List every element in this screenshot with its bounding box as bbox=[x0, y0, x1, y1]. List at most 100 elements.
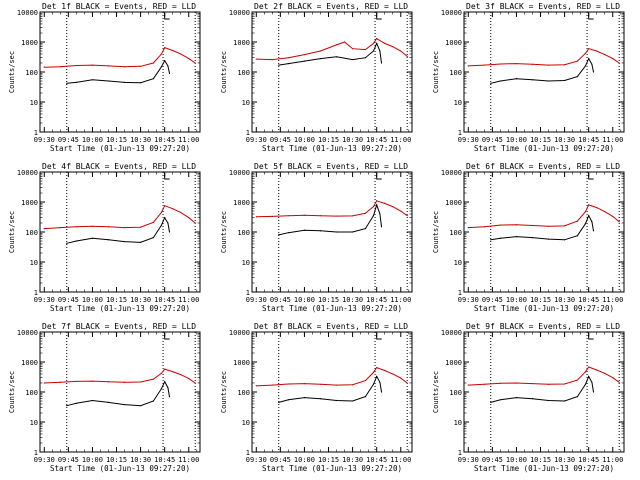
data-point-lld bbox=[384, 42, 386, 44]
y-tick-label: 10000 bbox=[441, 329, 462, 337]
data-point-events bbox=[66, 242, 68, 244]
data-point-events bbox=[372, 215, 375, 217]
data-point-lld bbox=[107, 65, 110, 67]
data-point-lld bbox=[319, 215, 322, 217]
chart-panel-3: Det 3f BLACK = Events, RED = LLD 1 10 100 10… bbox=[432, 2, 625, 153]
plot-frame bbox=[251, 331, 413, 453]
data-point-lld bbox=[303, 214, 306, 216]
data-point-lld bbox=[584, 52, 587, 54]
data-point-events bbox=[380, 62, 383, 64]
data-point-lld bbox=[152, 221, 155, 223]
data-point-lld bbox=[180, 53, 182, 55]
y-tick-label: 1 bbox=[246, 289, 250, 297]
data-point-events bbox=[588, 375, 590, 378]
y-tick-label: 100 bbox=[25, 229, 38, 237]
data-point-lld bbox=[564, 225, 566, 227]
chart-title: Det 4f BLACK = Events, RED = LLD bbox=[42, 162, 196, 171]
x-tick-label: 10:45 bbox=[578, 296, 599, 304]
chart-title: Det 7f BLACK = Events, RED = LLD bbox=[42, 322, 196, 331]
data-point-lld bbox=[400, 210, 402, 212]
data-point-lld bbox=[172, 49, 174, 52]
data-point-lld bbox=[588, 366, 590, 368]
data-point-events bbox=[164, 217, 166, 219]
data-point-lld bbox=[467, 384, 469, 386]
data-point-events bbox=[91, 79, 94, 81]
data-point-lld bbox=[319, 50, 322, 52]
data-point-lld bbox=[499, 224, 501, 226]
y-tick-label: 10 bbox=[454, 419, 462, 427]
data-point-lld bbox=[584, 371, 587, 373]
x-tick-label: 09:30 bbox=[458, 136, 479, 144]
y-axis-label: Counts/sec bbox=[8, 371, 16, 413]
data-point-lld bbox=[343, 41, 346, 43]
data-point-events bbox=[588, 57, 590, 60]
data-point-events bbox=[75, 402, 77, 404]
data-point-lld bbox=[547, 225, 550, 227]
data-point-events bbox=[584, 383, 587, 385]
y-tick-label: 10 bbox=[454, 259, 462, 267]
y-tick-label: 100 bbox=[449, 69, 462, 77]
chart-panel-9: Det 9f BLACK = Events, RED = LLD 1 10 100 10… bbox=[432, 322, 625, 473]
plot-frame bbox=[463, 331, 625, 453]
attenuator-marker bbox=[376, 333, 382, 340]
data-point-events bbox=[352, 400, 354, 402]
y-tick-label: 100 bbox=[237, 229, 250, 237]
chart-title: Det 8f BLACK = Events, RED = LLD bbox=[254, 322, 408, 331]
data-point-lld bbox=[376, 200, 378, 202]
x-tick-label: 10:15 bbox=[106, 136, 127, 144]
x-tick-label: 10:15 bbox=[318, 456, 339, 464]
data-point-lld bbox=[547, 64, 550, 66]
x-axis-label: Start Time (01-Jun-13 09:27:20) bbox=[262, 144, 402, 153]
data-point-events bbox=[499, 399, 501, 401]
chart-title: Det 9f BLACK = Events, RED = LLD bbox=[466, 322, 620, 331]
data-point-lld bbox=[91, 380, 94, 382]
x-tick-label: 09:45 bbox=[270, 456, 291, 464]
x-axis-label: Start Time (01-Jun-13 09:27:20) bbox=[50, 144, 190, 153]
data-point-events bbox=[335, 56, 338, 58]
x-tick-label: 09:30 bbox=[246, 296, 267, 304]
data-point-events bbox=[564, 239, 566, 241]
data-point-events bbox=[379, 50, 381, 52]
plot-frame bbox=[39, 171, 201, 293]
x-tick-label: 09:30 bbox=[246, 456, 267, 464]
x-tick-label: 10:00 bbox=[506, 456, 527, 464]
data-point-lld bbox=[576, 60, 579, 62]
data-point-lld bbox=[75, 380, 77, 383]
data-point-lld bbox=[376, 367, 378, 369]
data-point-lld bbox=[91, 64, 94, 66]
x-tick-label: 10:45 bbox=[578, 456, 599, 464]
data-point-events bbox=[335, 231, 338, 233]
y-tick-label: 1000 bbox=[233, 199, 250, 207]
data-point-lld bbox=[588, 204, 590, 206]
data-point-events bbox=[287, 63, 289, 65]
x-tick-label: 10:30 bbox=[554, 296, 575, 304]
data-point-events bbox=[547, 238, 550, 240]
data-point-lld bbox=[612, 377, 614, 379]
data-point-events bbox=[107, 80, 110, 82]
data-point-events bbox=[499, 237, 501, 239]
data-point-lld bbox=[564, 383, 566, 385]
data-point-lld bbox=[612, 215, 614, 218]
data-point-lld bbox=[584, 210, 587, 213]
x-tick-label: 10:00 bbox=[506, 296, 527, 304]
data-point-lld bbox=[364, 379, 367, 382]
data-point-events bbox=[66, 82, 68, 84]
data-point-lld bbox=[59, 227, 61, 229]
x-tick-label: 10:45 bbox=[366, 296, 387, 304]
data-point-lld bbox=[515, 224, 518, 226]
data-point-lld bbox=[483, 226, 485, 228]
data-point-events bbox=[160, 224, 163, 226]
x-tick-label: 11:00 bbox=[602, 296, 623, 304]
data-point-events bbox=[591, 221, 593, 223]
data-point-events bbox=[372, 383, 375, 385]
y-tick-label: 100 bbox=[449, 389, 462, 397]
data-point-events bbox=[335, 399, 338, 402]
data-point-lld bbox=[604, 210, 606, 213]
x-tick-label: 10:00 bbox=[294, 296, 315, 304]
y-axis-label: Counts/sec bbox=[8, 51, 16, 93]
series-line-events bbox=[490, 214, 594, 241]
data-point-lld bbox=[531, 63, 534, 65]
data-point-lld bbox=[335, 44, 338, 46]
data-point-events bbox=[168, 396, 171, 398]
data-point-lld bbox=[618, 221, 620, 223]
